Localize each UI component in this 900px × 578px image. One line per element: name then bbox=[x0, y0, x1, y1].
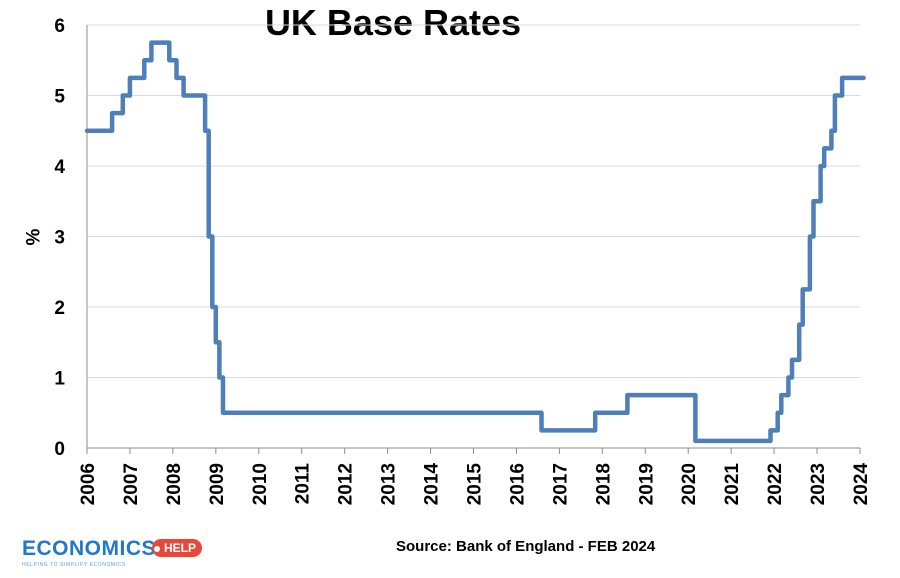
x-tick-label: 2006 bbox=[78, 463, 99, 505]
x-tick-label: 2008 bbox=[164, 463, 185, 505]
x-tick-label: 2012 bbox=[336, 463, 357, 505]
y-tick-label: 3 bbox=[54, 228, 65, 249]
logo-dot bbox=[154, 546, 160, 552]
logo-text: ECONOMICS bbox=[22, 537, 157, 560]
x-tick-label: 2024 bbox=[851, 463, 872, 506]
chart-title: UK Base Rates bbox=[264, 2, 522, 43]
y-tick-label: 5 bbox=[54, 87, 65, 108]
x-tick-label: 2017 bbox=[550, 463, 571, 505]
x-tick-label: 2023 bbox=[808, 463, 829, 505]
x-tick-label: 2022 bbox=[765, 463, 786, 505]
x-tick-label: 2007 bbox=[121, 463, 142, 505]
x-tick-label: 2013 bbox=[379, 463, 400, 505]
x-tick-label: 2019 bbox=[636, 463, 657, 505]
rate-line bbox=[84, 40, 866, 444]
x-tick-label: 2020 bbox=[679, 463, 700, 505]
x-tick-label: 2015 bbox=[465, 463, 486, 506]
x-tick-label: 2011 bbox=[293, 463, 314, 505]
y-tick-label: 1 bbox=[54, 369, 65, 390]
x-tick-label: 2021 bbox=[722, 463, 743, 506]
y-tick-label: 4 bbox=[54, 157, 65, 178]
x-tick-label: 2018 bbox=[593, 463, 614, 505]
x-tick-label: 2014 bbox=[422, 463, 443, 506]
logo-tagline: HELPING TO SIMPLIFY ECONOMICS bbox=[22, 562, 126, 568]
source-note: Source: Bank of England - FEB 2024 bbox=[396, 538, 656, 555]
x-tick-label: 2009 bbox=[207, 463, 228, 505]
x-tick-label: 2010 bbox=[250, 463, 271, 505]
economics-help-logo: ECONOMICS HELP HELPING TO SIMPLIFY ECONO… bbox=[22, 537, 203, 569]
x-tick-label: 2016 bbox=[507, 463, 528, 505]
y-tick-label: 6 bbox=[54, 16, 65, 37]
y-tick-label: 0 bbox=[54, 439, 65, 460]
y-tick-label: 2 bbox=[54, 298, 65, 319]
logo-badge: HELP bbox=[152, 539, 203, 557]
